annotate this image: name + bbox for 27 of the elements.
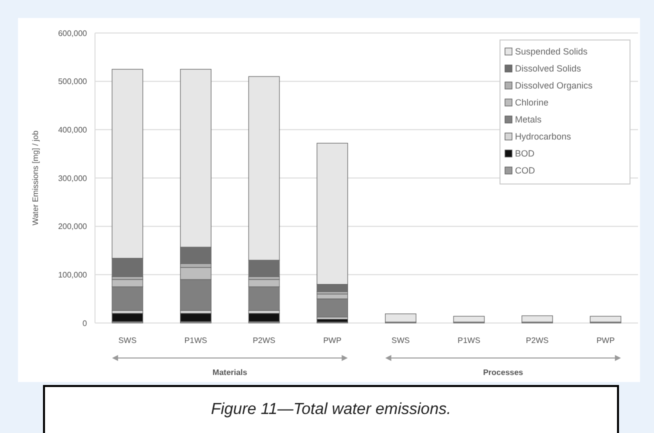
legend-label: Chlorine [515,98,549,108]
y-tick-label: 600,000 [58,28,88,38]
x-tick-label: P2WS [252,336,276,345]
text: Materials [212,368,248,377]
y-tick-label: 200,000 [58,222,88,232]
y-tick-label: 0 [82,318,88,328]
caption: Figure 11—Total water emissions. [210,401,452,418]
x-tick-label: P1WS [458,336,480,345]
x-tick-label: PWP [323,336,342,345]
x-tick-label: SWS [392,336,410,345]
legend-label: Dissolved Solids [515,64,582,74]
x-tick-label: PWP [596,336,615,345]
legend-label: Hydrocarbons [515,132,572,142]
x-tick-label: SWS [118,336,137,345]
text: Processes [483,368,524,377]
legend-label: COD [515,166,536,176]
x-tick-label: P1WS [184,336,208,345]
y-tick-label: 400,000 [58,125,88,134]
y-tick-label: 100,000 [58,270,88,280]
y-tick-label: 500,000 [58,77,88,86]
legend-label: Metals [515,114,542,124]
x-tick-label: P2WS [526,336,549,345]
legend-label: Dissolved Organics [515,80,594,90]
legend-label: Suspended Solids [515,46,588,56]
legend-label: BOD [515,148,536,158]
y-axis-title: Water Emissions [mg] / job [31,130,40,226]
y-tick-label: 300,000 [58,174,88,183]
